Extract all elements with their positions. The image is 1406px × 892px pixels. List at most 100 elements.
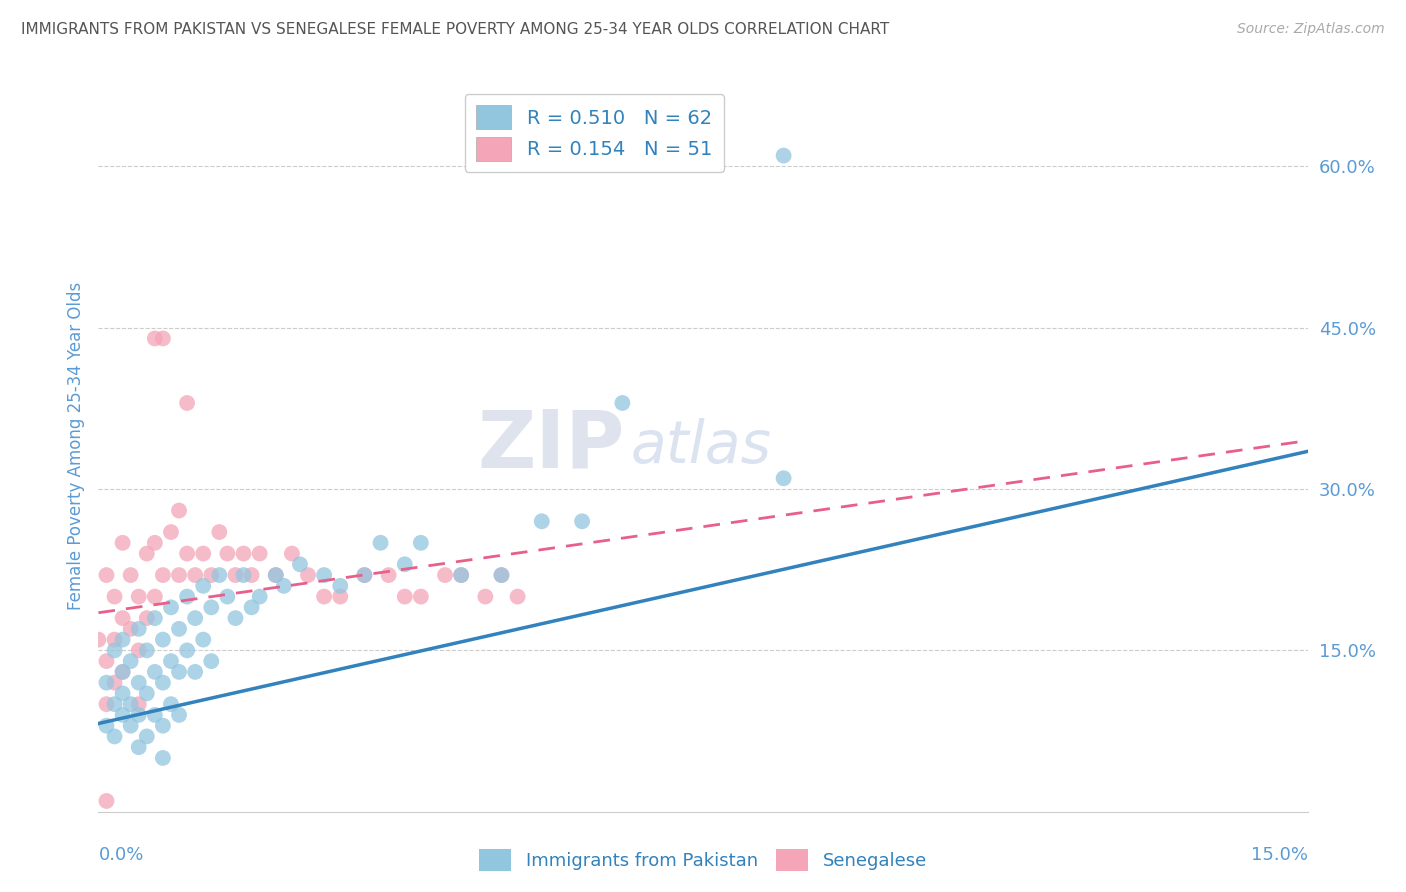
Point bbox=[160, 697, 183, 711]
Point bbox=[135, 643, 157, 657]
Point bbox=[143, 707, 166, 722]
Point bbox=[193, 547, 215, 561]
Point bbox=[128, 707, 150, 722]
Point bbox=[409, 590, 432, 604]
Point bbox=[571, 514, 593, 528]
Point bbox=[120, 622, 142, 636]
Point bbox=[264, 568, 287, 582]
Point bbox=[167, 503, 190, 517]
Point bbox=[772, 148, 794, 162]
Point bbox=[450, 568, 472, 582]
Point bbox=[135, 547, 157, 561]
Point bbox=[224, 568, 246, 582]
Point bbox=[111, 665, 134, 679]
Point bbox=[176, 643, 198, 657]
Point bbox=[409, 536, 432, 550]
Point bbox=[111, 536, 134, 550]
Point bbox=[167, 568, 190, 582]
Point bbox=[128, 590, 150, 604]
Point bbox=[353, 568, 375, 582]
Point bbox=[152, 632, 174, 647]
Point bbox=[96, 697, 118, 711]
Point bbox=[111, 686, 134, 700]
Text: Source: ZipAtlas.com: Source: ZipAtlas.com bbox=[1237, 22, 1385, 37]
Point bbox=[240, 568, 263, 582]
Point bbox=[103, 643, 125, 657]
Point bbox=[370, 536, 392, 550]
Point bbox=[167, 622, 190, 636]
Point bbox=[232, 568, 254, 582]
Point bbox=[297, 568, 319, 582]
Point bbox=[612, 396, 634, 410]
Point bbox=[135, 730, 157, 744]
Point bbox=[128, 697, 150, 711]
Point bbox=[120, 697, 142, 711]
Point bbox=[111, 665, 134, 679]
Point bbox=[434, 568, 457, 582]
Point bbox=[208, 568, 231, 582]
Point bbox=[772, 471, 794, 485]
Y-axis label: Female Poverty Among 25-34 Year Olds: Female Poverty Among 25-34 Year Olds bbox=[66, 282, 84, 610]
Text: IMMIGRANTS FROM PAKISTAN VS SENEGALESE FEMALE POVERTY AMONG 25-34 YEAR OLDS CORR: IMMIGRANTS FROM PAKISTAN VS SENEGALESE F… bbox=[21, 22, 890, 37]
Point bbox=[474, 590, 496, 604]
Point bbox=[152, 331, 174, 345]
Point bbox=[96, 675, 118, 690]
Point bbox=[160, 524, 183, 539]
Point bbox=[240, 600, 263, 615]
Point bbox=[103, 697, 125, 711]
Point bbox=[128, 643, 150, 657]
Point bbox=[530, 514, 553, 528]
Point bbox=[103, 632, 125, 647]
Point bbox=[491, 568, 513, 582]
Point bbox=[152, 719, 174, 733]
Point bbox=[273, 579, 295, 593]
Point bbox=[329, 590, 352, 604]
Point bbox=[103, 590, 125, 604]
Point bbox=[208, 524, 231, 539]
Point bbox=[111, 632, 134, 647]
Point bbox=[143, 611, 166, 625]
Point bbox=[224, 611, 246, 625]
Point bbox=[111, 611, 134, 625]
Point bbox=[193, 579, 215, 593]
Point bbox=[491, 568, 513, 582]
Point bbox=[506, 590, 529, 604]
Point bbox=[176, 396, 198, 410]
Point bbox=[377, 568, 399, 582]
Legend: Immigrants from Pakistan, Senegalese: Immigrants from Pakistan, Senegalese bbox=[471, 842, 935, 879]
Point bbox=[281, 547, 304, 561]
Point bbox=[394, 590, 416, 604]
Point bbox=[128, 622, 150, 636]
Point bbox=[135, 686, 157, 700]
Point bbox=[217, 590, 239, 604]
Point bbox=[450, 568, 472, 582]
Text: atlas: atlas bbox=[630, 417, 772, 475]
Point bbox=[160, 654, 183, 668]
Point bbox=[200, 600, 222, 615]
Point bbox=[264, 568, 287, 582]
Point bbox=[152, 675, 174, 690]
Point bbox=[96, 794, 118, 808]
Point bbox=[288, 558, 311, 572]
Point bbox=[184, 568, 207, 582]
Point bbox=[217, 547, 239, 561]
Point bbox=[96, 654, 118, 668]
Point bbox=[120, 719, 142, 733]
Point bbox=[143, 536, 166, 550]
Point bbox=[128, 675, 150, 690]
Point bbox=[184, 611, 207, 625]
Point bbox=[120, 654, 142, 668]
Point bbox=[200, 654, 222, 668]
Point bbox=[103, 675, 125, 690]
Point bbox=[120, 568, 142, 582]
Point bbox=[152, 568, 174, 582]
Point bbox=[176, 590, 198, 604]
Point bbox=[193, 632, 215, 647]
Point bbox=[249, 590, 271, 604]
Point bbox=[314, 590, 336, 604]
Text: 15.0%: 15.0% bbox=[1250, 847, 1308, 864]
Point bbox=[143, 590, 166, 604]
Point bbox=[111, 707, 134, 722]
Point bbox=[96, 568, 118, 582]
Point bbox=[96, 719, 118, 733]
